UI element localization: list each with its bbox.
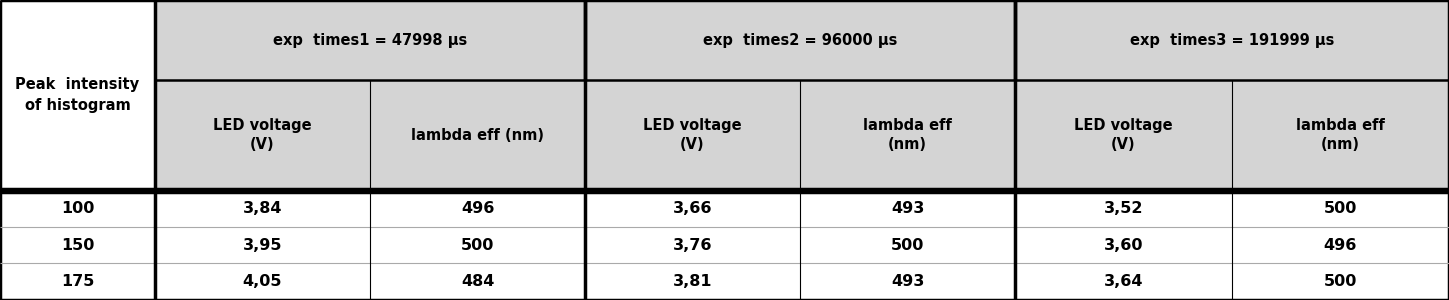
Text: 500: 500 xyxy=(891,238,924,253)
Bar xyxy=(155,80,369,190)
Bar xyxy=(1232,80,1449,190)
Text: exp  times3 = 191999 μs: exp times3 = 191999 μs xyxy=(1130,32,1335,47)
Text: lambda eff
(nm): lambda eff (nm) xyxy=(1295,118,1385,152)
Bar xyxy=(800,190,1014,227)
Bar xyxy=(369,227,585,263)
Bar xyxy=(585,0,1014,80)
Text: 3,81: 3,81 xyxy=(672,274,713,289)
Text: 100: 100 xyxy=(61,201,94,216)
Bar xyxy=(1232,227,1449,263)
Text: LED voltage
(V): LED voltage (V) xyxy=(213,118,312,152)
Bar xyxy=(1014,80,1232,190)
Text: 175: 175 xyxy=(61,274,94,289)
Bar xyxy=(585,80,800,190)
Bar xyxy=(585,190,800,227)
Text: 150: 150 xyxy=(61,238,94,253)
Text: exp  times1 = 47998 μs: exp times1 = 47998 μs xyxy=(272,32,467,47)
Bar xyxy=(155,227,369,263)
Text: 4,05: 4,05 xyxy=(243,274,283,289)
Text: Peak  intensity
of histogram: Peak intensity of histogram xyxy=(16,77,139,113)
Bar xyxy=(1014,190,1232,227)
Text: 493: 493 xyxy=(891,274,924,289)
Text: 3,66: 3,66 xyxy=(672,201,713,216)
Text: 496: 496 xyxy=(1324,238,1358,253)
Bar xyxy=(369,263,585,300)
Bar xyxy=(585,227,800,263)
Bar xyxy=(155,190,369,227)
Bar xyxy=(1014,263,1232,300)
Text: 3,52: 3,52 xyxy=(1104,201,1143,216)
Text: 496: 496 xyxy=(461,201,494,216)
Bar xyxy=(0,0,155,190)
Bar xyxy=(800,263,1014,300)
Bar xyxy=(1014,227,1232,263)
Text: 3,64: 3,64 xyxy=(1104,274,1143,289)
Text: lambda eff
(nm): lambda eff (nm) xyxy=(864,118,952,152)
Bar xyxy=(800,227,1014,263)
Bar xyxy=(155,0,585,80)
Bar xyxy=(1232,190,1449,227)
Text: exp  times2 = 96000 μs: exp times2 = 96000 μs xyxy=(703,32,897,47)
Text: 493: 493 xyxy=(891,201,924,216)
Bar xyxy=(0,227,155,263)
Text: 500: 500 xyxy=(461,238,494,253)
Bar xyxy=(585,263,800,300)
Bar xyxy=(155,263,369,300)
Bar xyxy=(800,80,1014,190)
Text: 3,60: 3,60 xyxy=(1104,238,1143,253)
Bar xyxy=(1232,263,1449,300)
Text: 3,84: 3,84 xyxy=(243,201,283,216)
Text: LED voltage
(V): LED voltage (V) xyxy=(643,118,742,152)
Text: LED voltage
(V): LED voltage (V) xyxy=(1074,118,1172,152)
Text: 500: 500 xyxy=(1324,274,1358,289)
Bar xyxy=(369,80,585,190)
Text: 500: 500 xyxy=(1324,201,1358,216)
Text: lambda eff (nm): lambda eff (nm) xyxy=(412,128,543,142)
Text: 3,76: 3,76 xyxy=(672,238,713,253)
Text: 484: 484 xyxy=(461,274,494,289)
Bar xyxy=(369,190,585,227)
Text: 3,95: 3,95 xyxy=(243,238,283,253)
Bar xyxy=(0,190,155,227)
Bar xyxy=(1014,0,1449,80)
Bar xyxy=(0,263,155,300)
